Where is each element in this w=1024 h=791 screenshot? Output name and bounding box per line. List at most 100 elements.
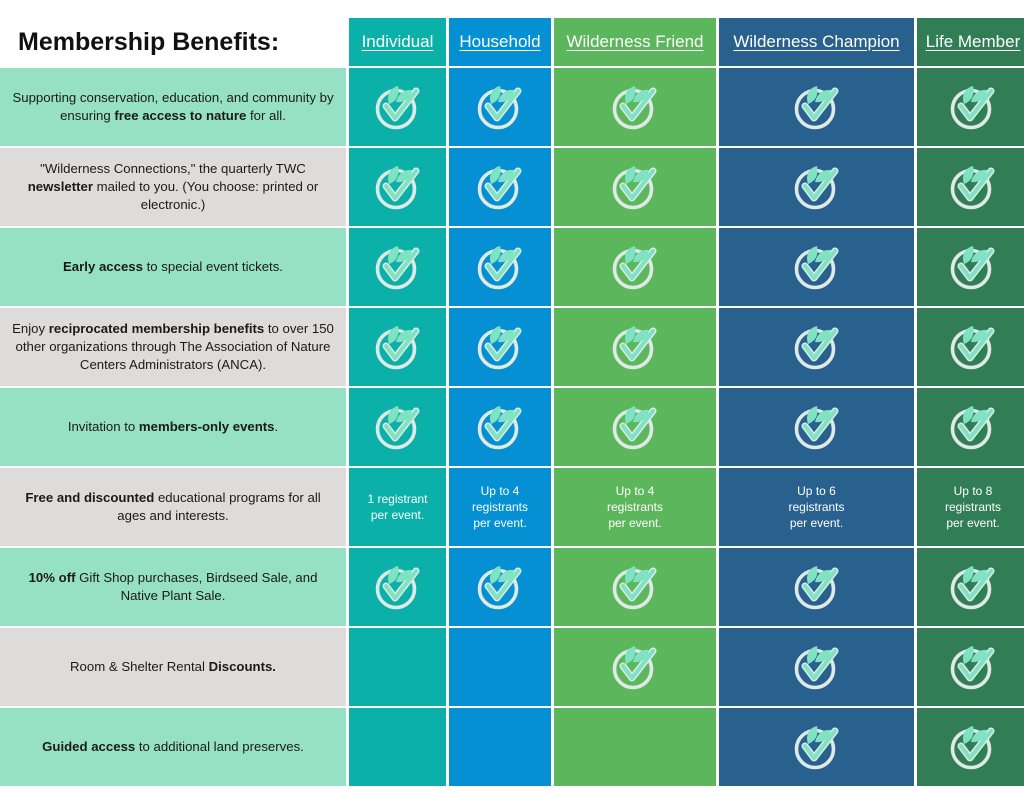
tier-cell bbox=[917, 388, 1024, 466]
tier-cell bbox=[349, 68, 446, 146]
benefit-description: Invitation to members-only events. bbox=[0, 388, 346, 466]
leaf-check-icon bbox=[792, 722, 842, 772]
benefit-text-part: "Wilderness Connections," the quarterly … bbox=[40, 160, 306, 176]
benefit-description: "Wilderness Connections," the quarterly … bbox=[0, 148, 346, 226]
tier-cell bbox=[449, 548, 551, 626]
benefit-text-part: to over 150 other organizations through … bbox=[15, 320, 334, 373]
benefit-text-part: educational programs for all ages and in… bbox=[117, 489, 321, 523]
tier-cell-empty bbox=[449, 708, 551, 786]
tier-cell: Up to 8 registrants per event. bbox=[917, 468, 1024, 546]
tier-cell bbox=[349, 228, 446, 306]
tier-cell bbox=[349, 388, 446, 466]
leaf-check-icon bbox=[373, 162, 423, 212]
benefit-text-part: to special event tickets. bbox=[142, 258, 283, 274]
tier-cell bbox=[449, 388, 551, 466]
benefit-text: "Wilderness Connections," the quarterly … bbox=[10, 160, 336, 215]
leaf-check-icon bbox=[475, 562, 525, 612]
tier-cell bbox=[917, 228, 1024, 306]
benefit-text-part: mailed to you. (You choose: printed or e… bbox=[92, 178, 319, 213]
leaf-check-icon bbox=[475, 322, 525, 372]
leaf-check-icon bbox=[610, 242, 660, 292]
leaf-check-icon bbox=[948, 722, 998, 772]
tier-header-household[interactable]: Household bbox=[449, 18, 551, 66]
tier-cell bbox=[554, 308, 716, 386]
leaf-check-icon bbox=[475, 162, 525, 212]
benefit-description: Room & Shelter Rental Discounts. bbox=[0, 628, 346, 706]
tier-cell-empty bbox=[449, 628, 551, 706]
benefit-text: 10% off Gift Shop purchases, Birdseed Sa… bbox=[10, 569, 336, 605]
leaf-check-icon bbox=[610, 82, 660, 132]
benefit-description: Supporting conservation, education, and … bbox=[0, 68, 346, 146]
tier-cell bbox=[917, 708, 1024, 786]
tier-cell bbox=[554, 68, 716, 146]
tier-header-life-member[interactable]: Life Member bbox=[917, 18, 1024, 66]
leaf-check-icon bbox=[948, 402, 998, 452]
leaf-check-icon bbox=[948, 242, 998, 292]
leaf-check-icon bbox=[373, 242, 423, 292]
tier-header-wilderness-champion[interactable]: Wilderness Champion bbox=[719, 18, 914, 66]
leaf-check-icon bbox=[792, 242, 842, 292]
benefit-text: Free and discounted educational programs… bbox=[10, 489, 336, 525]
registrant-limit: Up to 6 registrants per event. bbox=[788, 483, 845, 531]
leaf-check-icon bbox=[792, 162, 842, 212]
benefit-highlight: Guided access bbox=[42, 738, 136, 754]
leaf-check-icon bbox=[373, 82, 423, 132]
leaf-check-icon bbox=[792, 322, 842, 372]
benefit-text-part: Enjoy bbox=[12, 320, 49, 336]
tier-cell bbox=[719, 228, 914, 306]
benefit-highlight: newsletter bbox=[27, 178, 93, 194]
benefit-text: Invitation to members-only events. bbox=[68, 418, 278, 436]
benefit-text-part: for all. bbox=[246, 108, 286, 123]
benefit-text: Room & Shelter Rental Discounts. bbox=[70, 658, 276, 676]
leaf-check-icon bbox=[792, 82, 842, 132]
tier-cell bbox=[554, 148, 716, 226]
tier-cell bbox=[917, 308, 1024, 386]
benefit-description: Free and discounted educational programs… bbox=[0, 468, 346, 546]
leaf-check-icon bbox=[792, 642, 842, 692]
tier-cell bbox=[349, 308, 446, 386]
benefit-highlight: members-only events bbox=[138, 418, 275, 434]
benefit-text: Early access to special event tickets. bbox=[63, 258, 283, 276]
benefit-highlight: reciprocated membership benefits bbox=[48, 320, 265, 336]
registrant-limit: Up to 8 registrants per event. bbox=[944, 483, 1002, 531]
benefit-description: Early access to special event tickets. bbox=[0, 228, 346, 306]
tier-cell-empty bbox=[554, 708, 716, 786]
tier-header-wilderness-friend[interactable]: Wilderness Friend bbox=[554, 18, 716, 66]
benefit-highlight: free access to nature bbox=[114, 108, 247, 123]
tier-cell bbox=[719, 388, 914, 466]
tier-cell bbox=[719, 548, 914, 626]
tier-cell: Up to 6 registrants per event. bbox=[719, 468, 914, 546]
leaf-check-icon bbox=[373, 562, 423, 612]
leaf-check-icon bbox=[475, 82, 525, 132]
benefit-highlight: 10% off bbox=[28, 569, 76, 585]
tier-cell bbox=[554, 548, 716, 626]
tier-cell bbox=[449, 228, 551, 306]
page-title: Membership Benefits: bbox=[0, 18, 346, 66]
tier-cell bbox=[917, 548, 1024, 626]
registrant-limit: 1 registrant per event. bbox=[367, 491, 428, 522]
benefit-text: Enjoy reciprocated membership benefits t… bbox=[10, 320, 336, 375]
leaf-check-icon bbox=[610, 642, 660, 692]
tier-cell bbox=[917, 68, 1024, 146]
leaf-check-icon bbox=[948, 322, 998, 372]
tier-cell bbox=[554, 388, 716, 466]
leaf-check-icon bbox=[792, 562, 842, 612]
benefit-text-part: Room & Shelter Rental bbox=[70, 658, 209, 674]
tier-cell bbox=[917, 628, 1024, 706]
tier-cell: 1 registrant per event. bbox=[349, 468, 446, 546]
tier-cell: Up to 4 registrants per event. bbox=[554, 468, 716, 546]
benefit-highlight: Discounts. bbox=[208, 658, 276, 674]
benefit-text-part: . bbox=[274, 418, 279, 434]
benefit-description: Enjoy reciprocated membership benefits t… bbox=[0, 308, 346, 386]
tier-header-individual[interactable]: Individual bbox=[349, 18, 446, 66]
tier-cell bbox=[449, 148, 551, 226]
leaf-check-icon bbox=[475, 242, 525, 292]
tier-cell bbox=[719, 308, 914, 386]
registrant-limit: Up to 4 registrants per event. bbox=[606, 483, 664, 531]
leaf-check-icon bbox=[610, 402, 660, 452]
leaf-check-icon bbox=[610, 562, 660, 612]
tier-cell bbox=[719, 708, 914, 786]
leaf-check-icon bbox=[948, 162, 998, 212]
tier-cell-empty bbox=[349, 628, 446, 706]
leaf-check-icon bbox=[610, 162, 660, 212]
